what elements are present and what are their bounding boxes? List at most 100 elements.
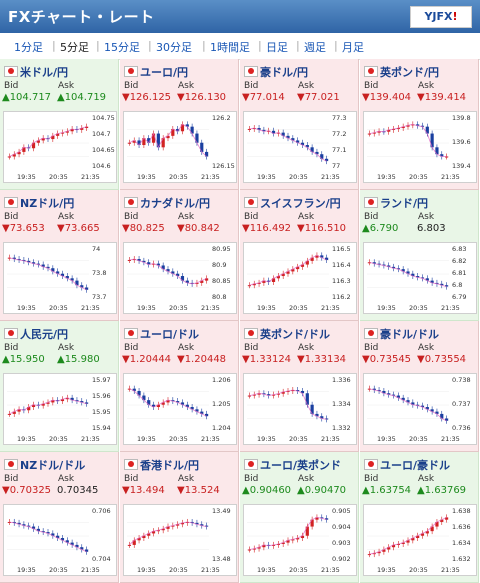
y-tick-label: 74 xyxy=(92,245,100,253)
candle xyxy=(41,531,45,533)
candle xyxy=(416,124,420,126)
pair-name[interactable]: NZドル/円 xyxy=(4,195,74,211)
y-tick-label: 77.2 xyxy=(332,130,346,138)
y-tick-label: 0.704 xyxy=(92,555,111,563)
mini-chart[interactable]: 1.638 1.636 1.634 1.632 19:35 20:35 21:35 xyxy=(363,504,477,576)
pair-name[interactable]: ユーロ/英ポンド xyxy=(244,457,341,473)
mini-chart[interactable]: 0.905 0.904 0.903 0.902 19:35 20:35 21:35 xyxy=(243,504,357,576)
rate-card[interactable]: 人民元/円 Bid Ask ▲15.950 ▲15.980 15.97 15.96 15.95… xyxy=(0,321,119,452)
candle xyxy=(65,276,69,279)
mini-chart[interactable]: 116.5 116.4 116.3 116.2 19:35 20:35 21:35 xyxy=(243,242,357,314)
tab-6[interactable]: 週足 xyxy=(304,41,326,54)
bid-value: ▼73.653 xyxy=(2,223,45,234)
candle xyxy=(156,133,160,148)
mini-chart[interactable]: 1.336 1.334 1.332 19:35 20:35 21:35 xyxy=(243,373,357,445)
pair-label: ユーロ/ドル xyxy=(140,328,200,341)
tab-5[interactable]: 日足 xyxy=(266,41,288,54)
pair-name[interactable]: ユーロ/ドル xyxy=(124,326,199,342)
rate-card[interactable]: 英ポンド/ドル Bid Ask ▼1.33124 ▼1.33134 1.336 1.334 1… xyxy=(240,321,359,452)
candle xyxy=(180,276,185,281)
mini-chart[interactable]: 1.206 1.205 1.204 19:35 20:35 21:35 xyxy=(123,373,237,445)
candle xyxy=(151,404,156,408)
rate-card[interactable]: ユーロ/英ポンド Bid Ask ▲0.90460 ▲0.90470 0.905 0.904… xyxy=(240,452,359,583)
pair-name[interactable]: 英ポンド/円 xyxy=(364,64,439,80)
y-tick-label: 0.902 xyxy=(332,555,351,563)
y-tick-label: 77 xyxy=(332,162,340,170)
y-tick-label: 1.336 xyxy=(332,376,351,384)
tab-4[interactable]: 1時間足 xyxy=(210,41,250,54)
mini-chart[interactable]: 126.2 126.15 19:35 20:35 21:35 xyxy=(123,111,237,183)
rate-card[interactable]: 米ドル/円 Bid Ask ▲104.717 ▲104.719 104.75 104.7 10… xyxy=(0,59,119,190)
y-tick-label: 1.205 xyxy=(212,400,231,408)
moving-average-line xyxy=(249,516,327,550)
rate-card[interactable]: 香港ドル/円 Bid Ask ▼13.494 ▼13.524 13.49 13.48 19:3… xyxy=(120,452,239,583)
tab-7[interactable]: 月足 xyxy=(342,41,364,54)
ask-label: Ask xyxy=(418,81,435,91)
tab-3[interactable]: 30分足 xyxy=(156,41,192,54)
x-tick-label: 21:35 xyxy=(321,304,340,312)
y-tick-label: 0.736 xyxy=(452,424,471,432)
tab-separator: | xyxy=(296,39,300,52)
rate-card[interactable]: 豪ドル/円 Bid Ask ▼77.014 ▼77.021 77.3 77.2 77.1 77 1… xyxy=(240,59,359,190)
pair-name[interactable]: ランド/円 xyxy=(364,195,428,211)
pair-name[interactable]: カナダドル/円 xyxy=(124,195,210,211)
pair-name[interactable]: 豪ドル/円 xyxy=(244,64,308,80)
candle xyxy=(41,403,45,406)
pair-name[interactable]: 人民元/円 xyxy=(4,326,68,342)
mini-chart[interactable]: 6.83 6.82 6.81 6.8 6.79 19:35 20:35 21:35 xyxy=(363,242,477,314)
ask-label: Ask xyxy=(418,474,435,484)
rate-card[interactable]: ユーロ/円 Bid Ask ▼126.125 ▼126.130 126.2 126.15 19… xyxy=(120,59,239,190)
rate-card[interactable]: 英ポンド/円 Bid Ask ▼139.404 ▼139.414 139.8 139.6 13… xyxy=(360,59,479,190)
rate-card[interactable]: NZドル/円 Bid Ask ▼73.653 ▼73.665 74 73.8 73.7 19:3… xyxy=(0,190,119,321)
tab-2[interactable]: 15分足 xyxy=(104,41,140,54)
ask-value: ▼139.414 xyxy=(417,92,467,103)
candle xyxy=(406,540,410,543)
mini-chart[interactable]: 0.738 0.737 0.736 19:35 20:35 21:35 xyxy=(363,373,477,445)
mini-chart[interactable]: 74 73.8 73.7 19:35 20:35 21:35 xyxy=(3,242,117,314)
rate-card[interactable]: ランド/円 Bid Ask ▲6.790 6.803 6.83 6.82 6.81 6.8 6.7… xyxy=(360,190,479,321)
pair-name[interactable]: 香港ドル/円 xyxy=(124,457,199,473)
mini-chart[interactable]: 77.3 77.2 77.1 77 19:35 20:35 21:35 xyxy=(243,111,357,183)
mini-chart[interactable]: 0.706 0.704 19:35 20:35 21:35 xyxy=(3,504,117,576)
tab-0[interactable]: 1分足 xyxy=(14,41,43,54)
pair-name[interactable]: ユーロ/円 xyxy=(124,64,188,80)
mini-chart[interactable]: 13.49 13.48 19:35 20:35 21:35 xyxy=(123,504,237,576)
mini-chart[interactable]: 104.75 104.7 104.65 104.6 19:35 20:35 21:35 xyxy=(3,111,117,183)
candle xyxy=(377,263,381,265)
pair-name[interactable]: 英ポンド/ドル xyxy=(244,326,330,342)
bid-value: ▲6.790 xyxy=(362,223,399,234)
mini-chart[interactable]: 15.97 15.96 15.95 15.94 19:35 20:35 21:35 xyxy=(3,373,117,445)
rate-card[interactable]: カナダドル/円 Bid Ask ▼80.825 ▼80.842 80.95 80.9 80.8… xyxy=(120,190,239,321)
pair-name[interactable]: ユーロ/豪ドル xyxy=(364,457,450,473)
candle xyxy=(156,404,160,408)
ask-value: ▲0.90470 xyxy=(297,485,347,496)
x-tick-label: 19:35 xyxy=(17,173,36,181)
candle xyxy=(41,264,45,267)
candle xyxy=(147,138,151,143)
bid-value: ▼1.20444 xyxy=(122,354,172,365)
candle xyxy=(75,280,79,286)
candle xyxy=(387,393,391,395)
pair-name[interactable]: NZドル/ドル xyxy=(4,457,85,473)
candle xyxy=(377,131,381,133)
rate-card[interactable]: 豪ドル/ドル Bid Ask ▼0.73545 ▼0.73554 0.738 0.737 0.… xyxy=(360,321,479,452)
pair-name[interactable]: 米ドル/円 xyxy=(4,64,68,80)
pair-name[interactable]: スイスフラン/円 xyxy=(244,195,341,211)
rate-card[interactable]: ユーロ/ドル Bid Ask ▼1.20444 ▼1.20448 1.206 1.205 1.… xyxy=(120,321,239,452)
candle xyxy=(12,257,16,260)
logo[interactable]: YJFX! xyxy=(410,6,472,28)
mini-chart[interactable]: 139.8 139.6 139.4 19:35 20:35 21:35 xyxy=(363,111,477,183)
rate-card[interactable]: スイスフラン/円 Bid Ask ▼116.492 ▼116.510 116.5 116.4… xyxy=(240,190,359,321)
x-tick-label: 20:35 xyxy=(289,304,308,312)
candle xyxy=(324,158,329,162)
y-tick-label: 116.5 xyxy=(332,245,351,253)
candle xyxy=(84,402,89,404)
pair-name[interactable]: 豪ドル/ドル xyxy=(364,326,439,342)
rate-card[interactable]: NZドル/ドル Bid Ask ▼0.70325 0.70345 0.706 0.704 19… xyxy=(0,452,119,583)
bid-label: Bid xyxy=(364,81,379,91)
y-tick-label: 139.6 xyxy=(452,138,471,146)
tab-1[interactable]: 5分足 xyxy=(60,41,89,54)
y-tick-label: 15.97 xyxy=(92,376,111,384)
rate-card[interactable]: ユーロ/豪ドル Bid Ask ▲1.63754 ▲1.63769 1.638 1.636 1… xyxy=(360,452,479,583)
mini-chart[interactable]: 80.95 80.9 80.85 80.8 19:35 20:35 21:35 xyxy=(123,242,237,314)
